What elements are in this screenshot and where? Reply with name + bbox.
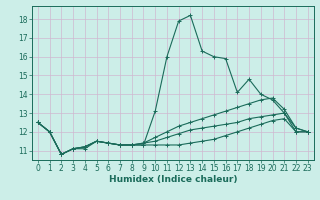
X-axis label: Humidex (Indice chaleur): Humidex (Indice chaleur) xyxy=(108,175,237,184)
